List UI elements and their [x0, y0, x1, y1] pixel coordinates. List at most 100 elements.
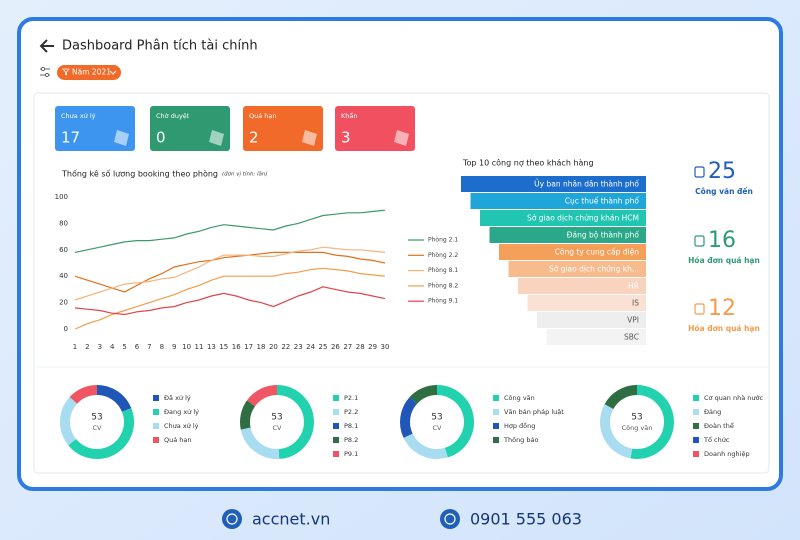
x-tick-label: 22: [281, 343, 290, 351]
filter-icon: [62, 68, 70, 76]
donut-segment: [409, 385, 438, 405]
back-button[interactable]: [39, 39, 54, 53]
legend-swatch: [153, 395, 159, 401]
donut-total: 53: [91, 413, 102, 423]
legend-swatch: [693, 409, 699, 415]
legend-label: P2.2: [344, 408, 358, 416]
stat-label: Công văn đến: [695, 187, 753, 196]
donut-total: 53: [271, 413, 282, 423]
series-line: [74, 286, 386, 316]
legend-swatch: [333, 437, 339, 443]
x-tick-label: 11: [195, 343, 204, 351]
donut-segment: [69, 385, 98, 405]
legend-label: Tổ chức: [703, 435, 730, 444]
legend-label: Công văn: [504, 394, 535, 402]
x-tick-label: 26: [331, 343, 340, 351]
funnel-label: Đảng bộ thành phố: [567, 231, 640, 240]
web-icon-glyph: [226, 513, 238, 525]
funnel-bar[interactable]: [461, 176, 646, 192]
x-tick-label: 25: [319, 343, 328, 351]
x-tick-label: 10: [182, 343, 191, 351]
stat-label: Hóa đơn quá hạn: [688, 256, 760, 265]
funnel-bar[interactable]: [508, 261, 647, 277]
donut-segment: [604, 385, 638, 410]
legend-swatch: [333, 395, 339, 401]
funnel-bar[interactable]: [489, 227, 647, 243]
chart-subtitle: (đơn vị tính: lần): [222, 171, 268, 178]
x-tick-label: 5: [122, 343, 126, 351]
page-title: Dashboard Phân tích tài chính: [62, 39, 258, 54]
legend-swatch: [153, 423, 159, 429]
legend-swatch: [333, 423, 339, 429]
legend-label: Phòng 2.2: [428, 252, 458, 259]
donut-segment: [436, 385, 474, 458]
x-tick-label: 28: [356, 343, 365, 351]
legend-label: Phòng 8.1: [428, 267, 458, 274]
settings-icon[interactable]: [40, 66, 50, 78]
web-icon: [222, 509, 242, 529]
legend-swatch: [693, 423, 699, 429]
chart-title: Thống kê số lương booking theo phòng: [61, 169, 218, 179]
year-filter[interactable]: [57, 65, 121, 80]
legend-swatch: [693, 451, 699, 457]
y-tick-label: 0: [64, 325, 68, 333]
legend-swatch: [333, 409, 339, 415]
funnel-bar[interactable]: [518, 278, 646, 294]
series-line: [74, 267, 386, 330]
funnel-bar[interactable]: [470, 193, 647, 209]
legend-swatch: [493, 437, 499, 443]
funnel-label: HR: [628, 282, 639, 291]
x-tick-label: 7: [147, 343, 151, 351]
funnel-bar[interactable]: [527, 295, 647, 311]
funnel-bar[interactable]: [537, 312, 646, 328]
funnel-bar[interactable]: [499, 244, 646, 260]
x-tick-label: 27: [343, 343, 352, 351]
card-icon: [114, 130, 129, 146]
legend-label: Doanh nghiệp: [704, 450, 750, 458]
card-value: 17: [61, 129, 80, 147]
x-tick-label: 29: [368, 343, 377, 351]
stat-icon: [694, 235, 705, 247]
x-tick-label: 4: [110, 343, 115, 351]
series-line: [74, 209, 386, 253]
stat-icon: [694, 303, 705, 315]
funnel-label: Sở giao dịch chứng kh...: [549, 265, 639, 274]
funnel-label: SBC: [624, 333, 639, 342]
card-value: 2: [249, 129, 259, 147]
x-tick-label: 23: [294, 343, 303, 351]
funnel-title: Top 10 công nợ theo khách hàng: [462, 158, 594, 168]
x-tick-label: 17: [244, 343, 253, 351]
card-icon: [394, 130, 409, 146]
x-tick-label: 16: [232, 343, 241, 351]
legend-swatch: [153, 437, 159, 443]
y-tick-label: 40: [59, 272, 68, 280]
x-tick-label: 8: [160, 343, 164, 351]
x-tick-label: 30: [381, 343, 390, 351]
funnel-bar[interactable]: [546, 329, 647, 345]
funnel-label: Công ty cung cấp điện: [555, 248, 640, 257]
x-tick-label: 6: [135, 343, 140, 351]
funnel-label: IS: [632, 299, 639, 308]
x-tick-label: 15: [219, 343, 228, 351]
donut-segment: [68, 408, 134, 459]
donut-segment: [630, 385, 674, 459]
legend-label: Đã xử lý: [164, 394, 191, 402]
funnel-bar[interactable]: [480, 210, 646, 226]
legend-swatch: [493, 395, 499, 401]
donut-unit: CV: [93, 424, 103, 432]
legend-swatch: [693, 395, 699, 401]
donut-segment: [240, 400, 256, 430]
legend-label: P8.1: [344, 422, 358, 430]
donut-unit: CV: [433, 424, 443, 432]
legend-swatch: [333, 451, 339, 457]
x-tick-label: 20: [269, 343, 278, 351]
donut-segment: [246, 385, 278, 407]
x-tick-label: 1: [73, 343, 77, 351]
donut-unit: CV: [273, 424, 283, 432]
phone[interactable]: 0901 555 063: [470, 510, 582, 529]
funnel-label: Ủy ban nhân dân thành phố: [534, 179, 639, 189]
legend-label: Đang xử lý: [164, 408, 199, 416]
website[interactable]: accnet.vn: [252, 510, 330, 529]
